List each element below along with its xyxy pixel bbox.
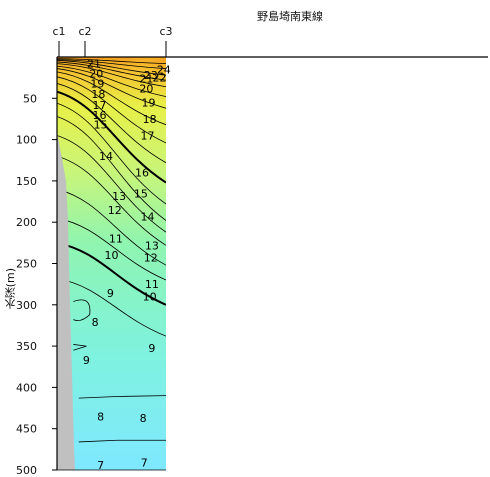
contour-line	[57, 135, 166, 233]
contour-line	[57, 68, 166, 109]
contour-label: 8	[140, 412, 147, 425]
station-label: c3	[159, 25, 172, 38]
contour-line	[73, 299, 91, 321]
contour-label: 9	[107, 287, 114, 300]
y-tick-label: 250	[16, 258, 37, 271]
contour-label: 12	[144, 252, 158, 265]
contour-label: 15	[134, 187, 148, 200]
y-tick-label: 150	[16, 175, 37, 188]
contour-label: 20	[89, 68, 103, 81]
contour-line	[57, 71, 166, 126]
contour-labels: 2423222121202019191818171716161515141413…	[83, 58, 171, 472]
contour-line	[57, 61, 166, 81]
contour-label: 17	[93, 99, 107, 112]
contour-label: 15	[94, 119, 108, 132]
contour-label: 8	[92, 316, 99, 329]
contour-label: 19	[90, 77, 104, 90]
contour-line	[57, 59, 166, 69]
contour-label: 10	[105, 249, 119, 262]
contour-label: 22	[152, 72, 166, 85]
station-markers: c1 c2 c3	[52, 25, 173, 57]
contour-label: 9	[83, 354, 90, 367]
contour-line	[57, 58, 166, 65]
contour-line	[57, 90, 166, 184]
contour-label: 19	[142, 96, 156, 109]
contour-label: 11	[145, 278, 159, 291]
contour-line	[57, 63, 166, 88]
sea-bottom	[57, 131, 75, 470]
contour-label: 21	[87, 58, 101, 71]
contour-label: 21	[139, 72, 153, 85]
contour-label: 12	[108, 204, 122, 217]
contour-label: 13	[112, 190, 126, 203]
contour-label: 24	[157, 63, 171, 76]
contour-line	[73, 344, 87, 351]
y-tick-label: 200	[16, 216, 37, 229]
y-tick-label: 300	[16, 299, 37, 312]
contour-label: 18	[91, 88, 105, 101]
contour-label: 11	[109, 233, 123, 246]
contour-label: 14	[99, 150, 113, 163]
contour-line	[57, 59, 166, 76]
station-label: c1	[52, 25, 65, 38]
contour-label: 16	[135, 167, 149, 180]
contour-label: 18	[143, 113, 157, 126]
contour-label: 7	[97, 459, 104, 472]
chart-title: 野島埼南東線	[257, 10, 323, 23]
contour-line	[57, 102, 166, 205]
contour-label: 7	[141, 457, 148, 470]
contour-label: 9	[148, 342, 155, 355]
contour-line	[57, 241, 166, 306]
contour-label: 8	[97, 410, 104, 423]
y-tick-label: 350	[16, 340, 37, 353]
y-tick-label: 500	[16, 464, 37, 477]
contour-line	[57, 65, 166, 98]
contour-line	[57, 277, 166, 337]
y-tick-label: 100	[16, 134, 37, 147]
contour-line	[57, 83, 166, 164]
contour-line	[57, 188, 166, 266]
contour-lines	[57, 58, 166, 443]
contour-label: 13	[145, 239, 159, 252]
contour-label: 20	[139, 82, 153, 95]
y-ticks: 50 100 150 200 250 300 350 400 450 500	[16, 92, 57, 477]
contour-label: 14	[140, 210, 154, 223]
contour-line	[57, 155, 166, 246]
contour-label: 23	[144, 69, 158, 82]
contour-label: 10	[143, 291, 157, 304]
contour-line	[78, 395, 166, 399]
contour-line	[78, 439, 166, 443]
contour-line	[57, 116, 166, 221]
station-label: c2	[78, 25, 91, 38]
contour-label: 16	[93, 109, 107, 122]
contour-label: 17	[140, 129, 154, 142]
y-tick-label: 400	[16, 381, 37, 394]
contour-line	[57, 217, 166, 281]
y-tick-label: 450	[16, 423, 37, 436]
seabed-shape	[57, 131, 75, 470]
contour-line	[57, 76, 166, 144]
y-tick-label: 50	[23, 92, 37, 105]
